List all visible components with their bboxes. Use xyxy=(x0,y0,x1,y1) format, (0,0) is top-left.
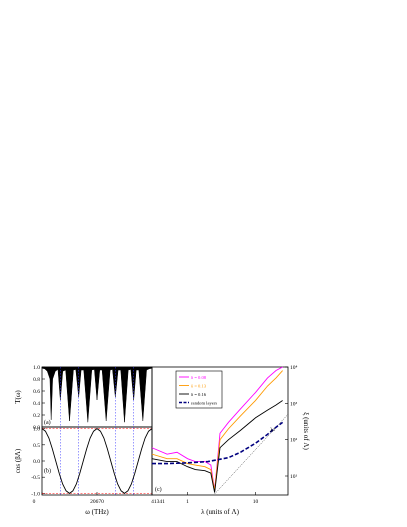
panel-b-ytick-label: -1.0 xyxy=(31,491,40,497)
panel-c-frame xyxy=(151,366,289,496)
panel-a-ylabel: T(ω) xyxy=(14,390,22,404)
panel-c-xlabel: λ (units of Λ) xyxy=(201,508,239,516)
panel-c-ytick-label: 10¹ xyxy=(290,474,298,480)
panel-c-label: (c) xyxy=(155,486,162,493)
panel-c-xtick-label: 1 xyxy=(186,499,189,505)
panel-b-frame xyxy=(41,426,153,496)
panel-c-ytick-label: 10² xyxy=(290,438,298,444)
panel-b-ytick-label: 1.0 xyxy=(33,427,40,433)
panel-c-series-line xyxy=(152,421,284,465)
panel-a-transmission: 0.0 0.2 0.4 0.6 0.8 1.0 (a) T(ω) xyxy=(14,365,153,431)
panel-a-label: (a) xyxy=(44,419,51,426)
panel-c-legend-label: δ = 0.13 xyxy=(191,383,207,388)
panel-c-legend-label: random layers xyxy=(191,400,217,405)
panel-b-xlabel: ω (THz) xyxy=(85,508,109,516)
panel-a-ytick-label: 0.2 xyxy=(33,413,40,419)
panel-c-ytick-label: 10⁴ xyxy=(290,365,298,371)
panel-a-ytick-label: 1.0 xyxy=(33,365,40,371)
panel-b-label: (b) xyxy=(44,467,51,474)
panel-a-ytick-label: 0.4 xyxy=(33,401,40,407)
panel-b-xtick-label: 41341 xyxy=(151,499,165,505)
panel-b-xtick-label: 0 xyxy=(33,499,36,505)
panel-b-xtick-label: 20670 xyxy=(90,499,104,505)
panel-c-ytick-label: 10³ xyxy=(290,401,298,407)
panel-c-ylabel: ξ (units of Λ) xyxy=(302,412,310,450)
panel-b-ylabel: cos (βΛ) xyxy=(14,448,22,473)
panel-b-series-line xyxy=(41,428,153,494)
panel-a-series-fill xyxy=(41,366,153,423)
panel-c-series-line xyxy=(151,400,283,493)
panel-c-localization-length: 1 10 10¹ 10² 10³ 10⁴ δ = 0.08 δ = 0.13 δ = 0.16 r… xyxy=(151,365,310,516)
panel-c-legend-label: δ = 0.08 xyxy=(191,375,207,380)
panel-c-xtick-label: 10 xyxy=(253,499,259,505)
panel-b-ytick-label: 0.0 xyxy=(33,459,40,465)
panel-c-annotation: λ² xyxy=(270,427,275,434)
panel-a-ytick-label: 0.6 xyxy=(33,389,40,395)
panel-b-dispersion: -1.0 -0.5 0.0 0.5 1.0 0 20670 41341 (b) cos (βΛ) ω… xyxy=(14,367,165,516)
panel-b-ytick-label: -0.5 xyxy=(31,475,40,481)
panel-a-ytick-label: 0.8 xyxy=(33,377,40,383)
panel-b-ytick-label: 0.5 xyxy=(33,443,40,449)
panel-a-ytick-label: 0.0 xyxy=(33,425,40,431)
panel-c-legend-label: δ = 0.16 xyxy=(191,392,207,397)
